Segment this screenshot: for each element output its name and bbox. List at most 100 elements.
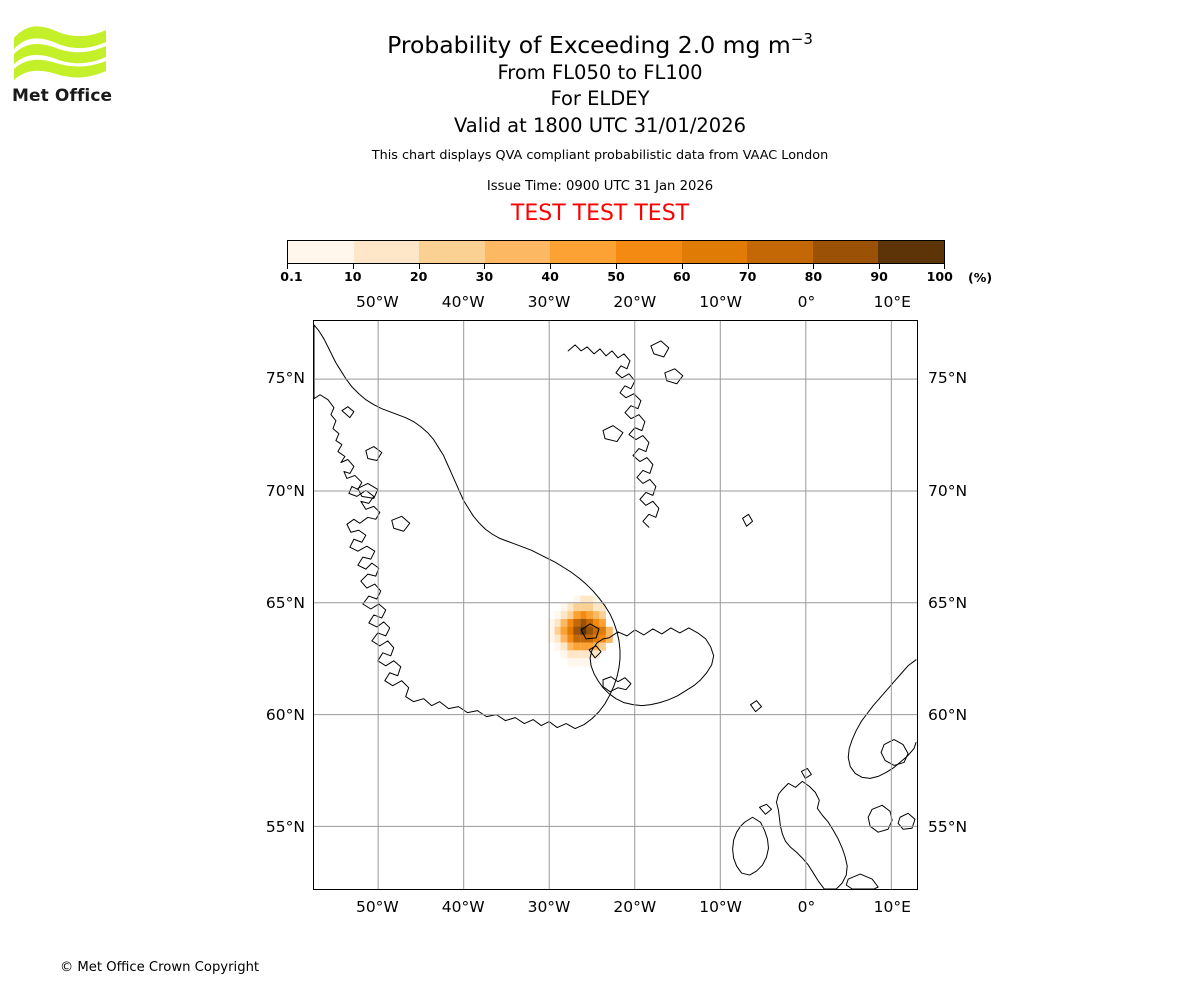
title-main-text: Probability of Exceeding 2.0 mg m xyxy=(387,30,791,59)
probability-cell xyxy=(560,611,568,620)
probability-cell xyxy=(580,650,588,659)
lon-label-bottom-4: 10°W xyxy=(699,898,743,916)
probability-cell xyxy=(560,626,568,636)
colorbar-tick-3 xyxy=(484,264,486,269)
colorbar-tick-label-7: 70 xyxy=(738,269,757,284)
colorbar-tick-label-4: 40 xyxy=(541,269,559,284)
snaefellsnes-peninsula xyxy=(588,645,602,659)
graticule-layer xyxy=(314,321,917,889)
probability-cell xyxy=(567,626,575,636)
probability-cell xyxy=(599,611,606,620)
greenland-islet-3 xyxy=(357,482,379,499)
probability-cell xyxy=(567,611,575,620)
colorbar-tick-label-10: 100 xyxy=(926,269,953,284)
east-greenland-coastline xyxy=(567,344,660,528)
colorbar-tick-1 xyxy=(352,264,354,269)
colorbar-band-0 xyxy=(288,241,354,263)
lat-label-left-0: 75°N xyxy=(265,369,305,388)
coastline-layer xyxy=(314,324,917,889)
colorbar-tick-label-6: 60 xyxy=(673,269,691,284)
colorbar-band-1 xyxy=(353,241,420,263)
probability-cells-layer xyxy=(547,595,613,667)
lat-label-right-3: 60°N xyxy=(928,705,968,724)
faroe-islands xyxy=(750,700,763,713)
lat-label-right-4: 55°N xyxy=(928,818,968,837)
lat-label-left-2: 65°N xyxy=(265,593,305,612)
test-banner: TEST TEST TEST xyxy=(510,201,690,227)
probability-cell xyxy=(593,626,600,636)
logo-brand-text: Met Office xyxy=(12,86,113,106)
probability-cell xyxy=(605,634,613,643)
lon-label-top-4: 10°W xyxy=(699,293,743,311)
probability-cell xyxy=(580,611,588,620)
probability-cell xyxy=(580,658,588,667)
colorbar-tick-8 xyxy=(813,264,815,269)
met-office-waves-icon xyxy=(14,26,106,80)
colorbar-tick-6 xyxy=(681,264,683,269)
denmark-jutland xyxy=(867,804,893,833)
probability-cell xyxy=(580,634,588,643)
title-exponent: −3 xyxy=(790,30,813,48)
probability-cell xyxy=(573,626,581,636)
subtitle-flight-levels: From FL050 to FL100 xyxy=(497,60,703,84)
probability-cell xyxy=(560,618,568,628)
westfjords xyxy=(580,623,600,640)
great-britain-coastline xyxy=(775,780,848,889)
probability-cell xyxy=(567,603,575,612)
colorbar-tick-0 xyxy=(287,264,288,269)
probability-cell xyxy=(605,626,613,636)
probability-cell xyxy=(586,626,594,636)
lon-label-top-2: 30°W xyxy=(527,293,571,311)
greenland-islet-4 xyxy=(391,515,411,532)
colorbar-band-5 xyxy=(615,241,682,263)
ash-probability-map[interactable] xyxy=(313,320,918,890)
qva-compliance-note: This chart displays QVA compliant probab… xyxy=(371,148,829,164)
probability-cell xyxy=(554,626,562,636)
greenland-islet-2 xyxy=(365,446,383,462)
subtitle-valid-time: Valid at 1800 UTC 31/01/2026 xyxy=(453,113,747,137)
probability-cell xyxy=(560,650,568,659)
probability-cell xyxy=(599,618,606,628)
met-office-logo: Met Office xyxy=(12,22,122,112)
probability-cell xyxy=(554,618,562,628)
probability-cell xyxy=(586,658,594,667)
lon-label-bottom-3: 20°W xyxy=(613,898,657,916)
lon-label-bottom-1: 40°W xyxy=(441,898,485,916)
probability-cell xyxy=(573,595,581,604)
probability-cell xyxy=(593,618,600,628)
probability-cell xyxy=(547,618,555,628)
probability-cell xyxy=(567,658,575,667)
colorbar-tick-5 xyxy=(616,264,617,269)
probability-cell xyxy=(554,634,562,643)
probability-cell xyxy=(567,618,575,628)
greenland-coastline xyxy=(314,324,621,730)
probability-cell xyxy=(567,650,575,659)
colorbar-band-8 xyxy=(812,241,879,263)
greenland-ne-islet xyxy=(664,368,684,385)
ireland-coastline xyxy=(732,816,769,876)
probability-cell xyxy=(586,595,594,604)
lon-label-bottom-2: 30°W xyxy=(527,898,571,916)
probability-cell xyxy=(573,603,581,612)
probability-cell xyxy=(593,595,600,604)
colorbar-band-4 xyxy=(550,241,616,263)
colorbar-tick-label-0: 0.1 xyxy=(280,269,303,284)
reykjanes-peninsula xyxy=(602,676,632,693)
probability-colorbar: 0.1 10 20 30 40 50 60 70 80 90 100 xyxy=(280,240,953,284)
jan-mayen-north-islet xyxy=(650,340,670,358)
colorbar-band-3 xyxy=(484,241,551,263)
probability-cell xyxy=(554,642,562,651)
orkney-islands xyxy=(800,767,812,779)
map-canvas xyxy=(314,321,917,889)
probability-cell xyxy=(560,642,568,651)
colorbar-tick-label-3: 30 xyxy=(475,269,494,284)
lon-label-top-1: 40°W xyxy=(441,293,485,311)
colorbar-tick-2 xyxy=(418,264,420,269)
continental-europe-coast xyxy=(845,873,879,889)
colorbar-unit-label: (%) xyxy=(968,270,993,285)
probability-cell xyxy=(573,642,581,651)
colorbar-tick-label-5: 50 xyxy=(607,269,625,284)
probability-cell xyxy=(586,650,594,659)
probability-cell xyxy=(547,634,555,643)
colorbar-band-9 xyxy=(878,241,944,263)
